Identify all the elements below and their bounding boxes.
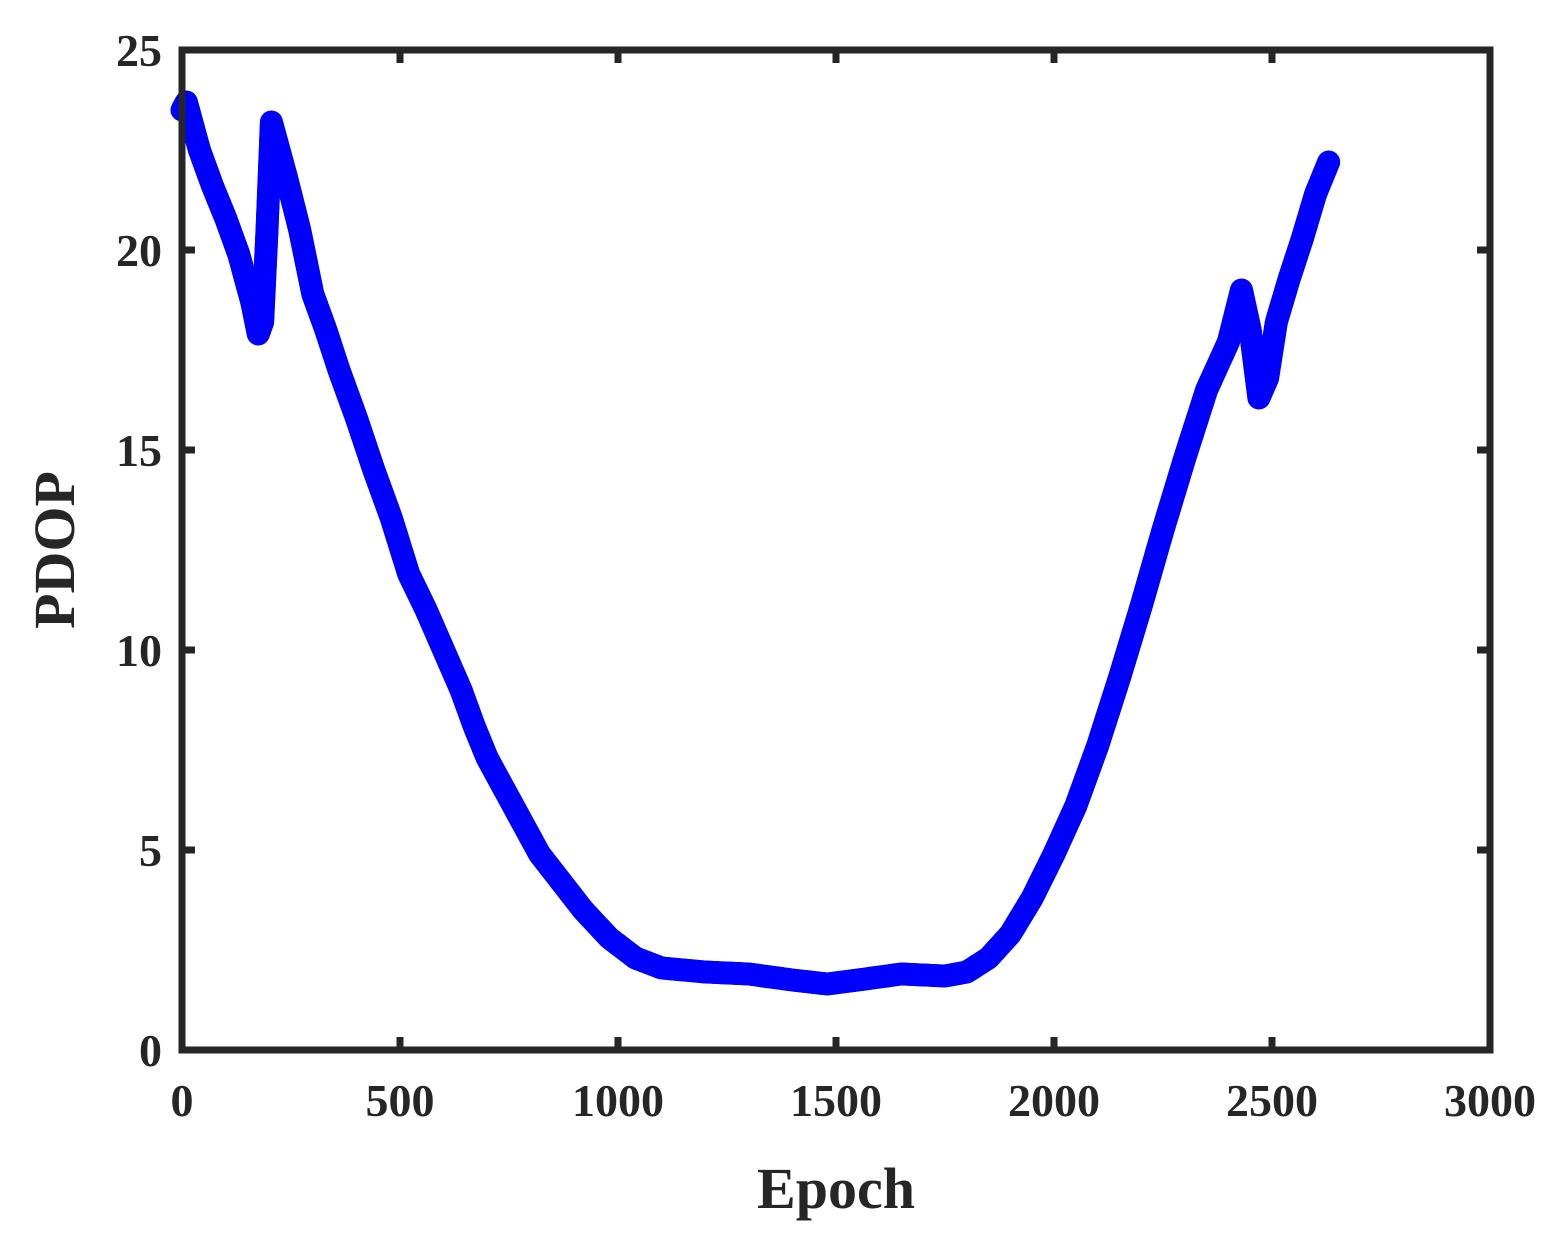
data-layer	[170, 90, 1341, 996]
x-tick-label: 3000	[1444, 1075, 1536, 1126]
y-tick-label: 20	[116, 225, 162, 276]
x-tick-label: 1500	[790, 1075, 882, 1126]
x-tick-label: 2500	[1226, 1075, 1318, 1126]
x-tick-label: 500	[366, 1075, 435, 1126]
tick-layer: 0 500 1000 1500 2000 2500 3000 0 5 10 15 20 25	[116, 25, 1536, 1126]
y-tick-label: 25	[116, 25, 162, 76]
y-axis-label: PDOP	[22, 471, 87, 629]
x-tick-label: 2000	[1008, 1075, 1100, 1126]
y-tick-label: 15	[116, 425, 162, 476]
y-tick-label: 5	[139, 825, 162, 876]
x-tick-label: 0	[171, 1075, 194, 1126]
x-tick-label: 1000	[572, 1075, 664, 1126]
x-axis-label: Epoch	[757, 1156, 915, 1221]
data-point	[1317, 150, 1341, 174]
y-tick-label: 0	[139, 1025, 162, 1076]
y-tick-label: 10	[116, 625, 162, 676]
